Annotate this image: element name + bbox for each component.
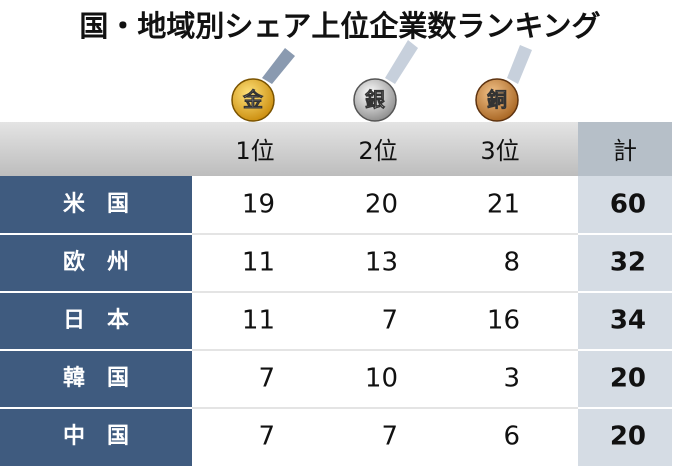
cell-value: 11 [242,248,275,278]
medal-label: 銅 [487,88,507,112]
cell-total: 32 [610,248,646,278]
column-header: 2位 [358,137,397,165]
total-column [578,176,672,466]
medal-label: 銀 [365,88,385,112]
cell-value: 10 [365,364,398,394]
cell-total: 20 [610,364,646,394]
medal-label: 金 [242,88,264,112]
cell-value: 7 [258,422,275,452]
cell-total: 34 [610,306,646,336]
row-name: 欧 州 [63,249,129,275]
cell-value: 7 [258,364,275,394]
row-name: 韓 国 [63,365,129,391]
row-name: 中 国 [63,424,129,449]
cell-value: 16 [487,306,520,336]
medals [231,40,532,122]
column-header: 計 [613,137,637,165]
cell-value: 21 [487,190,520,220]
header-band [0,122,672,176]
cell-total: 20 [610,422,646,452]
row-name: 米 国 [63,192,129,217]
cell-value: 7 [381,306,398,336]
cell-value: 3 [503,364,520,394]
medal-gold [231,78,275,122]
cell-value: 6 [503,422,520,452]
cell-value: 13 [365,248,398,278]
cell-total: 60 [610,190,646,220]
medal-bronze [475,78,519,122]
title: 国・地域別シェア上位企業数ランキング [79,9,600,43]
medal-silver [353,78,397,122]
row-name: 日 本 [63,308,129,333]
cell-value: 11 [242,306,275,336]
cell-value: 19 [242,190,275,220]
cell-value: 20 [365,190,398,220]
column-header: 1位 [235,137,274,165]
column-header: 3位 [480,137,519,165]
cell-value: 7 [381,422,398,452]
name-column [0,176,192,466]
total-header-band [578,122,672,176]
cell-value: 8 [503,248,520,278]
